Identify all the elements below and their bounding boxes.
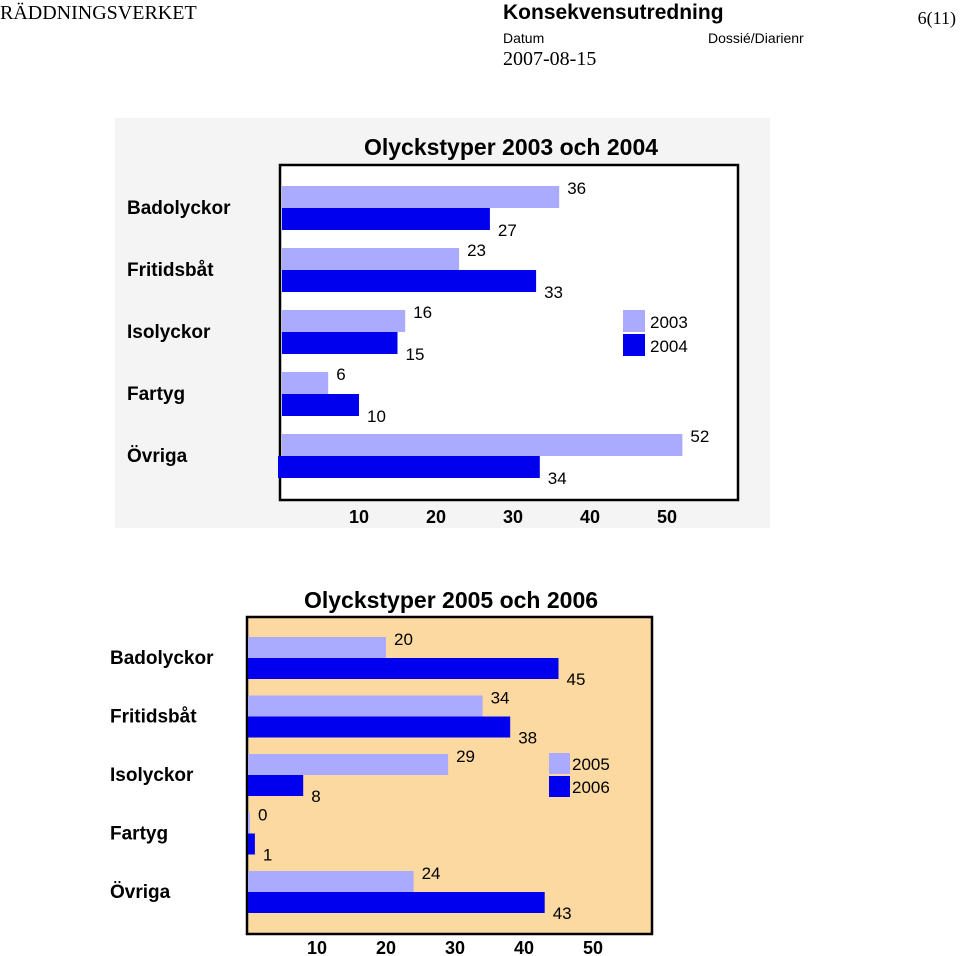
data-label: 38 (518, 729, 537, 748)
data-label: 27 (498, 221, 517, 240)
bar-2003 (282, 248, 460, 270)
bar-2006 (248, 775, 304, 796)
bar-2004 (282, 394, 359, 416)
legend-swatch-2004 (623, 334, 645, 356)
bar-2003 (282, 186, 560, 208)
category-label: Isolyckor (110, 765, 194, 786)
dossier-label: Dossié/Diarienr (708, 30, 804, 46)
data-label: 33 (544, 283, 563, 302)
date-label: Datum (503, 30, 545, 46)
category-label: Övriga (110, 882, 171, 903)
x-tick-label: 40 (514, 938, 534, 956)
category-label: Fartyg (127, 384, 185, 405)
legend-label: 2003 (650, 313, 688, 332)
x-tick-label: 40 (580, 507, 600, 527)
bar-2006 (248, 833, 255, 855)
data-label: 0 (258, 806, 267, 825)
data-label: 34 (491, 689, 510, 708)
bar-2005 (248, 754, 449, 775)
bar-2003 (282, 434, 683, 456)
bar-2004 (282, 332, 398, 354)
legend-swatch-2006 (549, 776, 570, 797)
bar-2005 (248, 637, 386, 658)
bar-2006 (248, 716, 511, 738)
data-label: 43 (553, 904, 572, 923)
data-label: 20 (394, 630, 413, 649)
legend-swatch-2003 (623, 310, 645, 332)
x-tick-label: 30 (503, 507, 523, 527)
x-tick-label: 20 (426, 507, 446, 527)
category-label: Badolyckor (127, 198, 231, 219)
bar-2003 (282, 372, 329, 394)
data-label: 34 (548, 469, 567, 488)
page-number: 6(11) (917, 8, 956, 28)
bar-2006 (248, 892, 545, 913)
data-label: 24 (422, 864, 441, 883)
data-label: 29 (456, 747, 475, 766)
bar-2005 (248, 871, 414, 892)
category-label: Fritidsbåt (127, 260, 214, 281)
data-label: 6 (336, 365, 345, 384)
bar-2003 (282, 310, 406, 332)
legend-swatch-2005 (549, 753, 570, 774)
chart-accident-types-2003-2004: Olyckstyper 2003 och 2004 Badolyckor 36 27 F… (115, 118, 770, 528)
x-tick-label: 10 (307, 938, 327, 956)
bar-2004 (282, 270, 537, 292)
data-label: 8 (311, 787, 320, 806)
bar-2006 (248, 658, 559, 679)
category-label: Fritidsbåt (110, 707, 197, 728)
chart-title: Olyckstyper 2005 och 2006 (304, 587, 598, 613)
data-label: 36 (567, 179, 586, 198)
data-label: 10 (367, 407, 386, 426)
x-tick-label: 30 (445, 938, 465, 956)
x-tick-label: 50 (657, 507, 677, 527)
category-label: Fartyg (110, 824, 168, 845)
bar-2004 (282, 208, 490, 230)
bar-2004 (278, 456, 540, 478)
category-label: Övriga (127, 446, 188, 467)
document-date: 2007-08-15 (503, 48, 597, 70)
legend-label: 2004 (650, 337, 688, 356)
data-label: 1 (263, 846, 272, 865)
bar-2005 (248, 695, 483, 717)
x-tick-label: 20 (376, 938, 396, 956)
data-label: 16 (413, 303, 432, 322)
legend-label: 2005 (572, 755, 610, 774)
x-tick-label: 50 (583, 938, 603, 956)
category-label: Badolyckor (110, 648, 214, 669)
category-label: Isolyckor (127, 322, 211, 343)
data-label: 52 (690, 427, 709, 446)
organization-name: RÄDDNINGSVERKET (0, 2, 197, 24)
data-label: 23 (467, 241, 486, 260)
chart-title: Olyckstyper 2003 och 2004 (364, 134, 658, 160)
x-tick-label: 10 (349, 507, 369, 527)
bar-2005 (248, 812, 250, 834)
document-title: Konsekvensutredning (503, 1, 724, 24)
legend-label: 2006 (572, 778, 610, 797)
data-label: 45 (567, 670, 586, 689)
data-label: 15 (406, 345, 425, 364)
